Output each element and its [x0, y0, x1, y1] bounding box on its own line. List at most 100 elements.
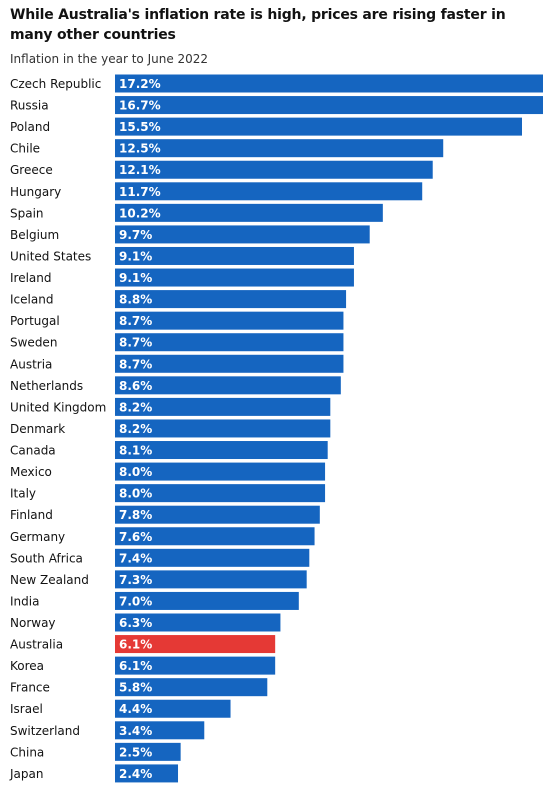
bar [115, 699, 231, 718]
bar [115, 333, 344, 352]
bar [115, 376, 341, 395]
value-label: 7.4% [119, 551, 152, 565]
category-label: Italy [10, 487, 36, 501]
value-label: 8.2% [119, 422, 152, 436]
value-label: 17.2% [119, 77, 161, 91]
value-label: 7.8% [119, 508, 152, 522]
value-label: 10.2% [119, 206, 161, 220]
value-label: 5.8% [119, 681, 152, 695]
value-label: 2.4% [119, 767, 152, 781]
bar [115, 290, 347, 309]
bar [115, 613, 281, 632]
category-label: Finland [10, 508, 53, 522]
value-label: 9.7% [119, 228, 152, 242]
category-label: Ireland [10, 271, 52, 285]
bar [115, 570, 307, 589]
category-label: Sweden [10, 336, 57, 350]
category-label: Korea [10, 659, 44, 673]
category-label: Netherlands [10, 379, 83, 393]
value-label: 2.5% [119, 745, 152, 759]
value-label: 7.3% [119, 573, 152, 587]
bar [115, 225, 370, 244]
value-label: 8.0% [119, 487, 152, 501]
value-label: 15.5% [119, 120, 161, 134]
bar [115, 548, 310, 567]
bar [115, 139, 444, 158]
category-label: France [10, 681, 50, 695]
bar [115, 764, 179, 783]
category-label: Belgium [10, 228, 59, 242]
value-label: 6.1% [119, 659, 152, 673]
value-label: 8.2% [119, 400, 152, 414]
category-label: Greece [10, 163, 53, 177]
bar [115, 484, 326, 503]
value-label: 11.7% [119, 185, 161, 199]
category-label: Czech Republic [10, 77, 101, 91]
chart-title: While Australia's inflation rate is high… [10, 7, 506, 43]
category-label: Chile [10, 142, 40, 156]
value-label: 8.7% [119, 357, 152, 371]
value-label: 7.6% [119, 530, 152, 544]
category-label: Russia [10, 99, 49, 113]
category-label: Denmark [10, 422, 65, 436]
category-label: Poland [10, 120, 50, 134]
value-label: 8.6% [119, 379, 152, 393]
bar [115, 96, 543, 115]
category-label: Hungary [10, 185, 61, 199]
value-label: 4.4% [119, 702, 152, 716]
bar [115, 462, 326, 481]
bar [115, 182, 423, 201]
bar [115, 117, 522, 136]
category-label: Mexico [10, 465, 52, 479]
value-label: 9.1% [119, 271, 152, 285]
bar [115, 678, 268, 697]
value-label: 6.3% [119, 616, 152, 630]
category-label: Switzerland [10, 724, 80, 738]
bar [115, 74, 543, 93]
category-label: Canada [10, 444, 56, 458]
value-label: 6.1% [119, 638, 152, 652]
value-label: 8.7% [119, 314, 152, 328]
bar [115, 721, 205, 740]
bar [115, 311, 344, 330]
bar [115, 354, 344, 373]
value-label: 8.8% [119, 293, 152, 307]
category-label: New Zealand [10, 573, 89, 587]
bar [115, 246, 354, 265]
bar [115, 268, 354, 287]
value-label: 12.5% [119, 142, 161, 156]
bar-highlight [115, 635, 276, 654]
chart-subtitle: Inflation in the year to June 2022 [10, 52, 209, 66]
value-label: 12.1% [119, 163, 161, 177]
category-label: Portugal [10, 314, 60, 328]
category-label: Norway [10, 616, 56, 630]
bar [115, 505, 320, 524]
category-label: Germany [10, 530, 65, 544]
category-label: United States [10, 249, 91, 263]
value-label: 9.1% [119, 249, 152, 263]
value-label: 3.4% [119, 724, 152, 738]
bar [115, 591, 299, 610]
bar [115, 203, 383, 222]
category-label: China [10, 745, 44, 759]
bar [115, 419, 331, 438]
category-label: India [10, 594, 39, 608]
bar [115, 527, 315, 546]
bar [115, 160, 433, 179]
category-label: Austria [10, 357, 52, 371]
value-label: 8.0% [119, 465, 152, 479]
value-label: 7.0% [119, 594, 152, 608]
bar [115, 742, 181, 761]
value-label: 16.7% [119, 99, 161, 113]
bar [115, 656, 276, 675]
category-label: Iceland [10, 293, 53, 307]
value-label: 8.7% [119, 336, 152, 350]
category-label: South Africa [10, 551, 83, 565]
category-label: Australia [10, 638, 63, 652]
category-label: Spain [10, 206, 44, 220]
value-label: 8.1% [119, 444, 152, 458]
category-label: United Kingdom [10, 400, 106, 414]
category-label: Japan [9, 767, 43, 781]
bar [115, 441, 328, 460]
